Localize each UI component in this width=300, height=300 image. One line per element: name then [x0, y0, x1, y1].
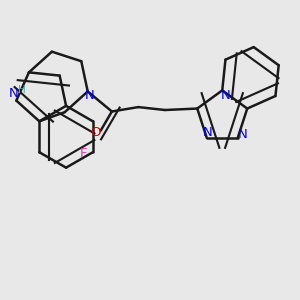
Text: N: N — [8, 87, 18, 100]
Text: N: N — [220, 89, 230, 102]
Text: N: N — [202, 126, 212, 139]
Text: N: N — [84, 89, 94, 102]
Text: F: F — [80, 147, 87, 160]
Text: H: H — [18, 85, 26, 95]
Text: O: O — [90, 126, 101, 139]
Text: N: N — [238, 128, 248, 141]
